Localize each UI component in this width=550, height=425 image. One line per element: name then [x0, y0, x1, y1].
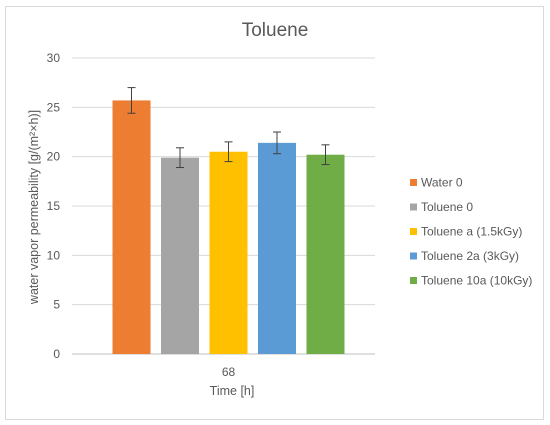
tick-labels: 0 5 10 15 20 25 30 68	[47, 51, 236, 379]
x-axis-label: Time [h]	[210, 384, 255, 398]
bar	[112, 100, 151, 354]
y-tick-label: 25	[47, 100, 61, 114]
y-tick-label: 5	[53, 298, 60, 312]
legend-swatch	[410, 252, 417, 260]
legend-label: Toluene 0	[421, 200, 473, 214]
bar	[161, 157, 199, 354]
legend-label: Toluene 2a (3kGy)	[421, 249, 519, 263]
legend-swatch	[410, 228, 417, 235]
bar	[306, 154, 345, 354]
y-tick-label: 30	[47, 51, 61, 65]
chart-title: Toluene	[242, 20, 309, 41]
legend-swatch	[410, 179, 417, 186]
x-tick-label: 68	[222, 365, 236, 379]
bar	[258, 142, 296, 354]
legend: Water 0 Toluene 0 Toluene a (1.5kGy) Toluen…	[410, 176, 532, 288]
bars	[112, 87, 345, 354]
y-tick-label: 0	[53, 347, 60, 361]
y-axis-label: water vapor permeability [g/(m²×h)]	[27, 110, 41, 305]
legend-label: Water 0	[421, 176, 463, 190]
bar	[209, 151, 248, 354]
legend-label: Toluene a (1.5kGy)	[421, 225, 522, 239]
y-tick-label: 15	[47, 199, 61, 213]
legend-swatch	[410, 277, 417, 284]
y-tick-label: 20	[47, 150, 61, 164]
y-tick-label: 10	[47, 248, 61, 262]
legend-label: Toluene 10a (10kGy)	[421, 274, 532, 288]
legend-swatch	[410, 203, 417, 211]
